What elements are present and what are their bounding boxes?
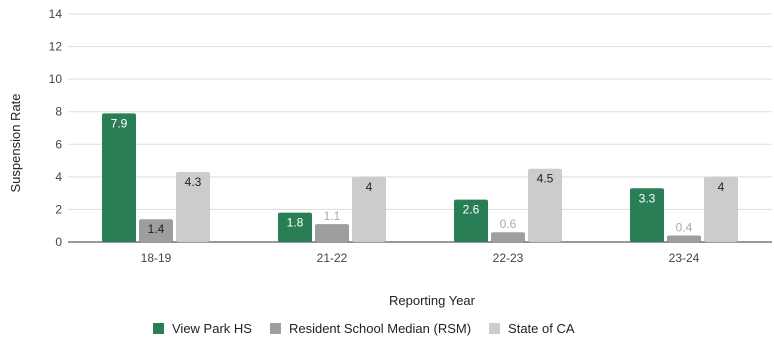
y-tick-label: 0 [55, 235, 62, 249]
x-tick-label: 18-19 [141, 251, 172, 265]
data-label: 4.5 [537, 172, 554, 186]
legend-label: State of CA [508, 321, 575, 336]
bar [352, 176, 386, 242]
y-axis-ticks: 0 2 4 6 8 10 12 14 [49, 7, 63, 249]
x-tick-label: 22-23 [493, 251, 524, 265]
bar [528, 168, 562, 242]
data-label: 4.3 [185, 175, 202, 189]
data-label: 1.4 [148, 222, 165, 236]
x-tick-label: 23-24 [669, 251, 700, 265]
data-label: 0.4 [676, 220, 693, 234]
legend-label: View Park HS [172, 321, 252, 336]
bars [102, 113, 738, 242]
data-label: 1.1 [324, 209, 341, 223]
bar [176, 171, 210, 242]
data-label: 2.6 [463, 203, 480, 217]
data-label: 4 [718, 180, 725, 194]
data-label: 3.3 [639, 191, 656, 205]
data-label: 4 [366, 180, 373, 194]
y-tick-label: 8 [55, 105, 62, 119]
data-label: 1.8 [287, 216, 304, 230]
data-label: 7.9 [111, 116, 128, 130]
y-tick-label: 14 [49, 7, 63, 21]
bar [704, 176, 738, 242]
bar [630, 188, 664, 242]
legend-label: Resident School Median (RSM) [289, 321, 471, 336]
y-axis-title: Suspension Rate [8, 93, 23, 192]
legend-swatch [153, 323, 164, 334]
bar [454, 199, 488, 242]
bar [491, 232, 525, 242]
data-label: 0.6 [500, 217, 517, 231]
bar [102, 113, 136, 242]
y-tick-label: 2 [55, 202, 62, 216]
data-labels: 7.9 1.4 4.3 1.8 1.1 4 2.6 0.6 4.5 3.3 0.4 4 [111, 116, 725, 236]
bar [315, 224, 349, 242]
x-tick-label: 21-22 [317, 251, 348, 265]
legend: View Park HS Resident School Median (RSM)… [153, 321, 575, 336]
y-tick-label: 6 [55, 137, 62, 151]
legend-swatch [489, 323, 501, 334]
bar [278, 212, 312, 242]
y-tick-label: 10 [49, 72, 63, 86]
y-tick-label: 4 [55, 170, 62, 184]
bar [667, 235, 701, 242]
x-axis-title: Reporting Year [389, 293, 476, 308]
bar [139, 219, 173, 242]
legend-swatch [269, 323, 281, 334]
y-tick-label: 12 [49, 40, 63, 54]
x-axis-ticks: 18-19 21-22 22-23 23-24 [141, 251, 700, 265]
gridlines [68, 13, 772, 243]
